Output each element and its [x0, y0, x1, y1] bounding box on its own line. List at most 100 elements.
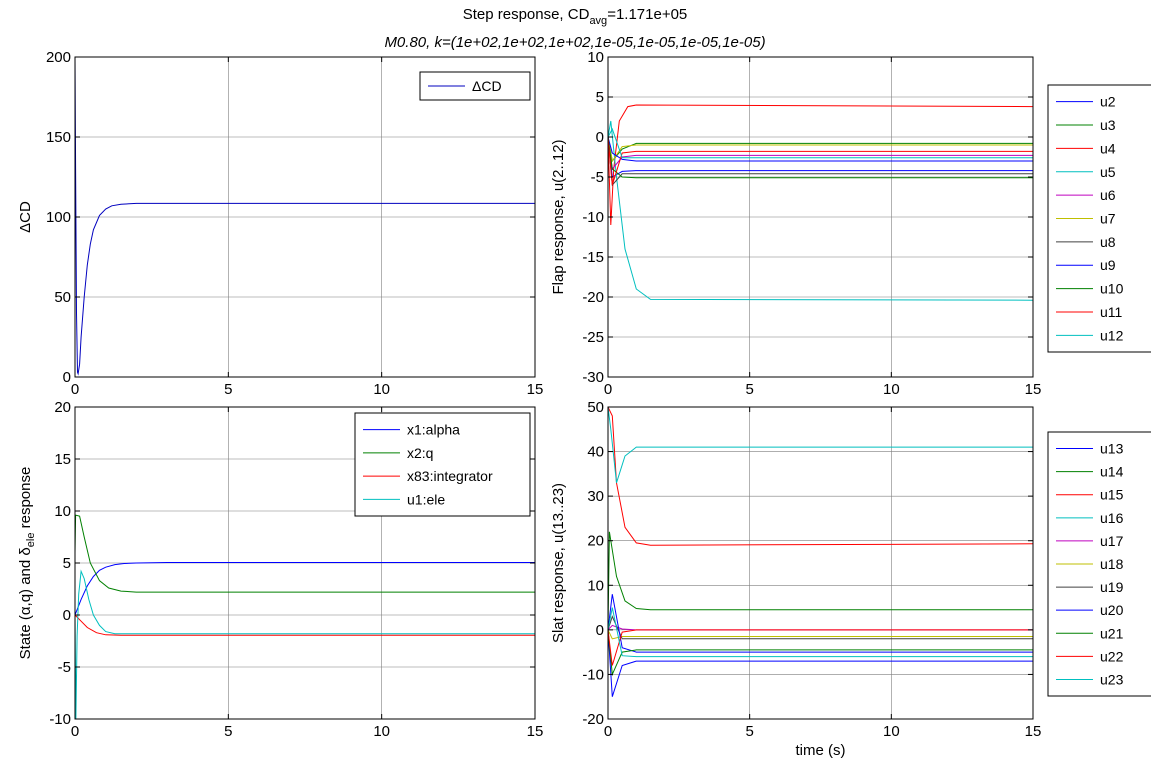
legend-entry: u23 — [1100, 671, 1124, 687]
legend-entry: u17 — [1100, 533, 1124, 549]
y-tick-label: 10 — [54, 503, 71, 520]
legend-entry: u13 — [1100, 441, 1124, 457]
y-tick-label: 10 — [587, 577, 604, 594]
legend-entry: u8 — [1100, 234, 1116, 250]
y-tick-label: 100 — [46, 209, 71, 226]
series-line-x83:integrator — [75, 614, 535, 636]
y-tick-label: 0 — [63, 369, 71, 386]
y-tick-label: 0 — [596, 622, 604, 639]
x-tick-label: 5 — [224, 723, 232, 740]
y-axis-label-part: δ — [17, 547, 34, 555]
y-tick-label: 10 — [587, 49, 604, 66]
axes-frame — [607, 406, 1034, 720]
chart-state: 0 5 10 15 -10 -5 0 5 10 15 20 State (α,q) and δele … — [17, 399, 543, 740]
y-tick-label: 150 — [46, 129, 71, 146]
y-tick-label: -15 — [582, 249, 604, 266]
series-line-u7 — [608, 136, 1033, 163]
y-axis-label-part: ,q) and — [17, 556, 34, 607]
legend-entry: u21 — [1100, 625, 1124, 641]
x-tick-label: 0 — [71, 381, 79, 398]
series-line-ΔCD — [75, 57, 535, 376]
x-tick-label: 10 — [373, 381, 390, 398]
series-line-u21 — [608, 629, 1033, 677]
y-axis-label: Flap response, u(2..12) — [550, 139, 567, 294]
figure-subtitle: M0.80, k=(1e+02,1e+02,1e+02,1e-05,1e-05,… — [384, 34, 765, 51]
legend-entry: u20 — [1100, 602, 1124, 618]
y-tick-label: 20 — [54, 399, 71, 416]
figure-title: Step response, CDavg=1.171e+05 — [463, 6, 688, 27]
series-line-u14 — [608, 531, 1033, 630]
legend-entry: u12 — [1100, 327, 1124, 343]
legend-entry: u19 — [1100, 579, 1124, 595]
y-tick-label: 20 — [587, 533, 604, 550]
y-tick-label: 15 — [54, 451, 71, 468]
legend-box — [354, 412, 531, 517]
series-line-u9 — [608, 136, 1033, 162]
series-line-x1:alpha — [75, 562, 535, 616]
y-tick-label: -20 — [582, 289, 604, 306]
legend-entry: x83:integrator — [407, 468, 493, 484]
series-line-u22 — [608, 629, 1033, 666]
x-tick-label: 5 — [745, 381, 753, 398]
x-tick-label: 10 — [883, 381, 900, 398]
y-tick-label: 5 — [63, 555, 71, 572]
y-axis-label-part: State ( — [17, 615, 34, 659]
chart-slat: 0 5 10 15 -20 -10 0 10 20 30 40 50 Slat response, u(… — [550, 399, 1151, 759]
legend-entry: u1:ele — [407, 491, 445, 507]
x-tick-label: 15 — [1025, 381, 1042, 398]
legend-entry: u18 — [1100, 556, 1124, 572]
y-tick-label: -10 — [49, 711, 71, 728]
y-tick-label: 5 — [596, 89, 604, 106]
legend-entry: u6 — [1100, 187, 1116, 203]
legend-entry: u9 — [1100, 257, 1116, 273]
series-line-u23 — [608, 607, 1033, 658]
series-line-u12 — [608, 127, 1033, 159]
legend: ΔCD — [419, 71, 531, 101]
series-line-u11 — [608, 136, 1033, 186]
x-tick-label: 15 — [527, 723, 544, 740]
y-tick-label: 50 — [54, 289, 71, 306]
x-tick-label: 15 — [1025, 723, 1042, 740]
legend-entry: u5 — [1100, 164, 1116, 180]
legend-entry: ΔCD — [472, 78, 502, 94]
legend-entry: u2 — [1100, 94, 1116, 110]
y-tick-label: -5 — [58, 659, 71, 676]
x-axis-label: time (s) — [796, 742, 846, 759]
series-line-u5 — [608, 120, 1033, 301]
y-tick-label: 30 — [587, 488, 604, 505]
y-axis-label: State (α,q) and δele response — [17, 467, 37, 660]
series-line-u20 — [608, 594, 1033, 653]
series-line-u2 — [608, 136, 1033, 178]
series-line-u1:ele — [75, 569, 535, 719]
x-tick-label: 0 — [604, 381, 612, 398]
legend-entry: u15 — [1100, 487, 1124, 503]
legend-entry: x1:alpha — [407, 422, 460, 438]
y-axis-label: Slat response, u(13..23) — [550, 483, 567, 643]
legend-entry: u7 — [1100, 211, 1116, 227]
plot-area — [608, 407, 1033, 719]
legend-entry: x2:q — [407, 445, 433, 461]
x-tick-label: 15 — [527, 381, 544, 398]
x-tick-label: 0 — [604, 723, 612, 740]
legend-entry: u10 — [1100, 281, 1124, 297]
x-tick-label: 10 — [883, 723, 900, 740]
y-tick-label: 50 — [587, 399, 604, 416]
legend: x1:alpha x2:q x83:integrator u1:ele — [354, 412, 531, 517]
legend: u2 u3 u4 u5 u6 u7 u8 u9 u10 u11 u12 — [1047, 84, 1151, 353]
legend-entry: u11 — [1100, 304, 1123, 320]
y-tick-label: -25 — [582, 329, 604, 346]
y-axis-label: ΔCD — [17, 201, 34, 233]
legend-entry: u16 — [1100, 510, 1124, 526]
series-line-x2:q — [75, 514, 535, 593]
legend-entry: u22 — [1100, 648, 1124, 664]
legend-entry: u14 — [1100, 464, 1124, 480]
y-tick-label: 0 — [596, 129, 604, 146]
y-tick-label: -10 — [582, 209, 604, 226]
y-tick-label: -20 — [582, 711, 604, 728]
y-axis-label-part: ele — [25, 533, 37, 548]
y-tick-label: -30 — [582, 369, 604, 386]
y-axis-label-part: response — [17, 467, 34, 533]
